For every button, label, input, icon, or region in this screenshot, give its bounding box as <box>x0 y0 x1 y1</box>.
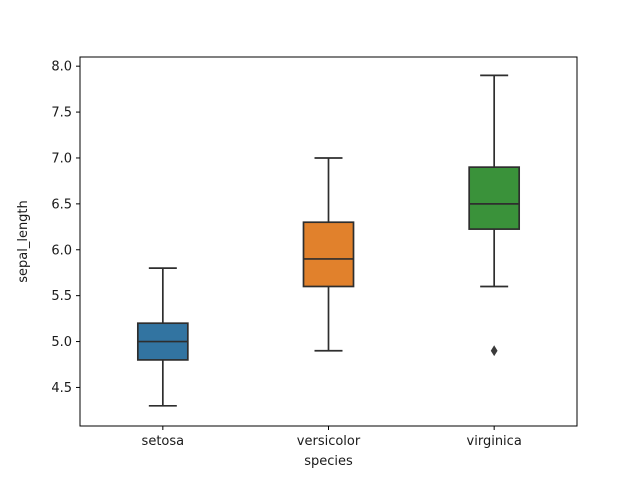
x-tick-label: virginica <box>467 434 522 449</box>
y-tick-label: 7.0 <box>51 151 72 166</box>
y-tick-label: 5.0 <box>51 335 72 350</box>
y-tick-label: 7.5 <box>51 106 72 121</box>
box-virginica <box>468 166 521 230</box>
box-versicolor <box>302 221 355 288</box>
y-tick-label: 5.5 <box>51 289 72 304</box>
y-tick-label: 6.0 <box>51 243 72 258</box>
x-axis-label: species <box>304 454 353 469</box>
x-tick-label: setosa <box>142 434 185 449</box>
x-tick-label: versicolor <box>297 434 361 449</box>
y-tick-label: 6.5 <box>51 197 72 212</box>
y-tick-label: 4.5 <box>51 381 72 396</box>
y-axis-label: sepal_length <box>16 200 31 283</box>
outlier-marker-virginica <box>490 345 498 357</box>
y-tick-label: 8.0 <box>51 60 72 75</box>
